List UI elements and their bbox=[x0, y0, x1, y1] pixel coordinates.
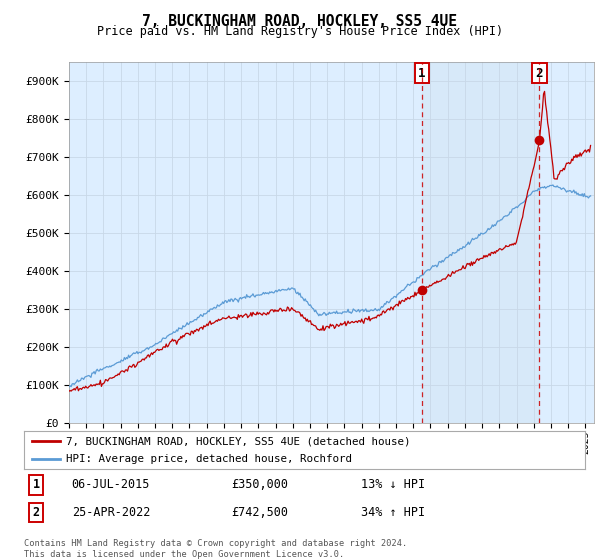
Text: 13% ↓ HPI: 13% ↓ HPI bbox=[361, 478, 425, 491]
Text: 1: 1 bbox=[418, 67, 425, 80]
Text: 1: 1 bbox=[33, 478, 40, 491]
Bar bbox=[422, 62, 539, 423]
Text: 2: 2 bbox=[536, 67, 543, 80]
Text: £742,500: £742,500 bbox=[232, 506, 289, 519]
Text: 2: 2 bbox=[33, 506, 40, 519]
Text: Price paid vs. HM Land Registry's House Price Index (HPI): Price paid vs. HM Land Registry's House … bbox=[97, 25, 503, 38]
Text: 25-APR-2022: 25-APR-2022 bbox=[71, 506, 150, 519]
Text: 7, BUCKINGHAM ROAD, HOCKLEY, SS5 4UE: 7, BUCKINGHAM ROAD, HOCKLEY, SS5 4UE bbox=[143, 14, 458, 29]
Text: £350,000: £350,000 bbox=[232, 478, 289, 491]
Text: HPI: Average price, detached house, Rochford: HPI: Average price, detached house, Roch… bbox=[66, 454, 352, 464]
Text: 34% ↑ HPI: 34% ↑ HPI bbox=[361, 506, 425, 519]
Text: 7, BUCKINGHAM ROAD, HOCKLEY, SS5 4UE (detached house): 7, BUCKINGHAM ROAD, HOCKLEY, SS5 4UE (de… bbox=[66, 436, 410, 446]
Text: Contains HM Land Registry data © Crown copyright and database right 2024.
This d: Contains HM Land Registry data © Crown c… bbox=[24, 539, 407, 559]
Text: 06-JUL-2015: 06-JUL-2015 bbox=[71, 478, 150, 491]
